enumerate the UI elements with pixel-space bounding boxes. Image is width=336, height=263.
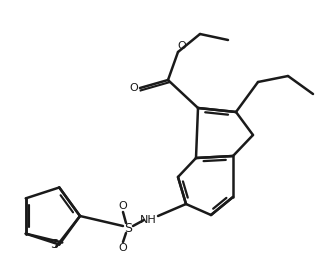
Text: O: O <box>119 201 127 211</box>
Text: S: S <box>50 238 58 251</box>
Text: NH: NH <box>140 215 156 225</box>
Text: O: O <box>119 243 127 253</box>
Text: S: S <box>124 221 132 235</box>
Text: O: O <box>178 41 186 51</box>
Text: O: O <box>130 83 138 93</box>
